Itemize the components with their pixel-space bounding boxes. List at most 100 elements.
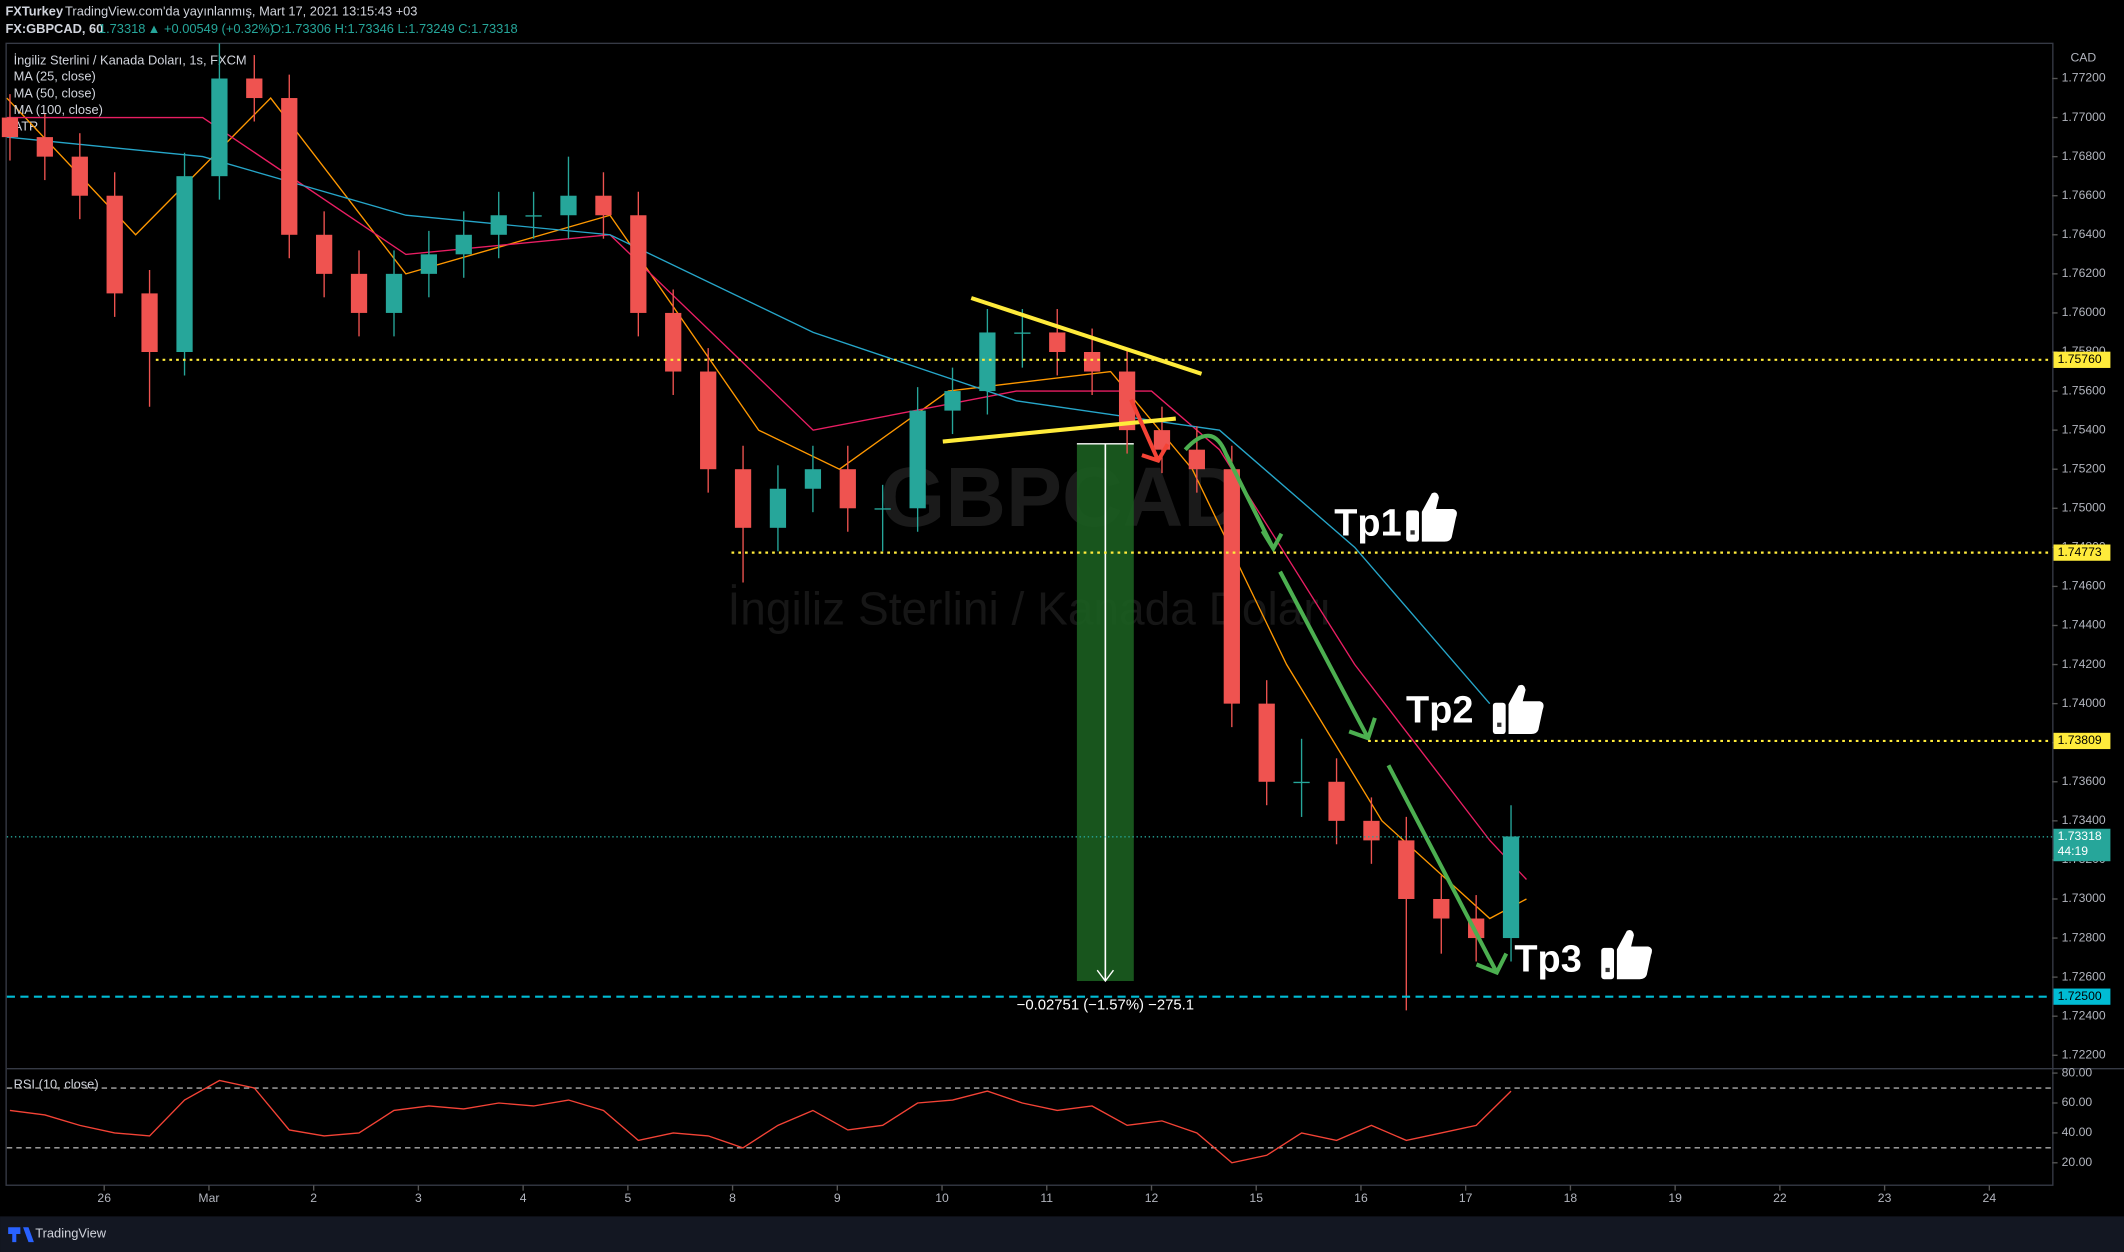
arrow bbox=[1129, 398, 1170, 463]
y-tick-label: 1.76400 bbox=[2062, 227, 2106, 241]
change: ▲ +0.00549 (+0.32%) bbox=[148, 21, 274, 36]
symbol: FX:GBPCAD, 60 bbox=[5, 21, 103, 36]
level-label: 1.72500 bbox=[2058, 989, 2102, 1003]
candle-body bbox=[944, 391, 961, 411]
last-price-label: 1.73318 bbox=[2058, 829, 2102, 843]
candle-body bbox=[281, 98, 298, 235]
ohlc: O:1.73306 H:1.73346 L:1.73249 C:1.73318 bbox=[271, 21, 518, 36]
rsi-title: RSI (10, close) bbox=[14, 1076, 99, 1091]
tp-label: Tp2 bbox=[1406, 690, 1473, 732]
candle-body bbox=[1049, 332, 1066, 353]
candle-body bbox=[1328, 781, 1345, 821]
rsi-tick-label: 20.00 bbox=[2062, 1155, 2093, 1169]
candle-body bbox=[1188, 449, 1205, 470]
y-tick-label: 1.72200 bbox=[2062, 1047, 2106, 1061]
y-tick-label: 1.74200 bbox=[2062, 657, 2106, 671]
level-box bbox=[2053, 988, 2111, 1005]
y-tick-label: 1.77000 bbox=[2062, 110, 2106, 124]
y-tick-label: 1.76800 bbox=[2062, 149, 2106, 163]
level-box bbox=[2053, 544, 2111, 561]
published: TradingView.com'da yayınlanmış, Mart 17,… bbox=[65, 4, 417, 19]
x-tick-label: 15 bbox=[1249, 1191, 1263, 1205]
candle-body bbox=[141, 293, 158, 353]
plot-frame bbox=[5, 42, 2054, 1186]
drawings bbox=[942, 296, 1652, 980]
level-box bbox=[2053, 351, 2111, 368]
measure-arrow bbox=[1096, 969, 1115, 983]
trend-line bbox=[970, 296, 1203, 376]
candle-body bbox=[385, 273, 403, 313]
candle-body bbox=[734, 469, 752, 528]
watermark: GBPCAD bbox=[880, 450, 1244, 544]
ma-line bbox=[6, 116, 1527, 880]
candle-body bbox=[1433, 898, 1450, 919]
candle-body bbox=[211, 78, 228, 177]
footer-bar bbox=[0, 1216, 2124, 1252]
currency: CAD bbox=[2070, 50, 2096, 64]
x-tick-label: Mar bbox=[198, 1191, 219, 1205]
candle-body bbox=[1258, 703, 1275, 782]
candle-body bbox=[700, 371, 717, 470]
candle-body bbox=[246, 78, 263, 99]
candle-body bbox=[316, 234, 333, 274]
y-tick-label: 1.75200 bbox=[2062, 461, 2106, 475]
tp-label: Tp1 bbox=[1334, 503, 1401, 545]
logo bbox=[8, 1227, 34, 1243]
measure-label: −0.02751 (−1.57%) −275.1 bbox=[1017, 997, 1194, 1013]
y-tick-label: 1.74400 bbox=[2062, 618, 2106, 632]
x-tick-label: 24 bbox=[1983, 1191, 1997, 1205]
rsi-line bbox=[9, 1079, 1512, 1164]
last-price-box bbox=[2053, 828, 2111, 862]
legend-entry: MA (50, close) bbox=[14, 85, 96, 100]
candle-body bbox=[1502, 836, 1520, 939]
arrow bbox=[1183, 433, 1284, 553]
watermark-sub: İngiliz Sterlini / Kanada Doları bbox=[727, 582, 1331, 634]
x-tick-label: 23 bbox=[1878, 1191, 1892, 1205]
candle-body bbox=[1083, 352, 1101, 372]
y-tick-label: 1.75000 bbox=[2062, 500, 2106, 514]
x-tick-label: 9 bbox=[834, 1191, 841, 1205]
legend-entry: MA (25, close) bbox=[14, 69, 96, 84]
candle-body bbox=[804, 469, 822, 489]
ma-line bbox=[6, 136, 1491, 705]
trend-line bbox=[942, 416, 1176, 444]
candle-body bbox=[1293, 781, 1310, 784]
x-tick-label: 16 bbox=[1354, 1191, 1368, 1205]
candle-body bbox=[350, 273, 368, 313]
y-tick-label: 1.77200 bbox=[2062, 71, 2106, 85]
y-tick-label: 1.73000 bbox=[2062, 891, 2106, 905]
candle-body bbox=[630, 215, 647, 313]
countdown: 44:19 bbox=[2058, 844, 2089, 858]
candle-body bbox=[665, 312, 682, 372]
candle-body bbox=[71, 156, 88, 196]
candle-body bbox=[106, 195, 123, 294]
y-tick-label: 1.74600 bbox=[2062, 579, 2106, 593]
candle-body bbox=[909, 410, 926, 509]
candle-body bbox=[1118, 371, 1136, 431]
candle-body bbox=[420, 254, 437, 274]
x-tick-label: 10 bbox=[935, 1191, 949, 1205]
tp-label: Tp3 bbox=[1514, 939, 1581, 981]
indicator-legend: ATR bbox=[14, 119, 39, 134]
legend-title: İngiliz Sterlini / Kanada Doları, 1s, FX… bbox=[14, 52, 247, 67]
rsi-tick-label: 80.00 bbox=[2062, 1065, 2093, 1079]
candle-body bbox=[560, 195, 577, 216]
legend-entry: MA (100, close) bbox=[14, 102, 103, 117]
arrow bbox=[1278, 570, 1377, 741]
y-tick-label: 1.76000 bbox=[2062, 305, 2106, 319]
candle-body bbox=[1398, 840, 1415, 899]
x-tick-label: 11 bbox=[1040, 1191, 1053, 1205]
candle-body bbox=[979, 332, 996, 392]
x-tick-label: 3 bbox=[415, 1191, 422, 1205]
y-tick-label: 1.76600 bbox=[2062, 188, 2106, 202]
candle-body bbox=[1, 117, 19, 138]
candle-body bbox=[769, 488, 787, 528]
level-label: 1.75760 bbox=[2058, 352, 2102, 366]
x-tick-label: 4 bbox=[520, 1191, 527, 1205]
level-box bbox=[2053, 732, 2111, 750]
y-tick-label: 1.75600 bbox=[2062, 383, 2106, 397]
rsi-tick-label: 60.00 bbox=[2062, 1095, 2093, 1109]
y-tick-label: 1.76200 bbox=[2062, 266, 2106, 280]
level-label: 1.73809 bbox=[2058, 733, 2102, 747]
